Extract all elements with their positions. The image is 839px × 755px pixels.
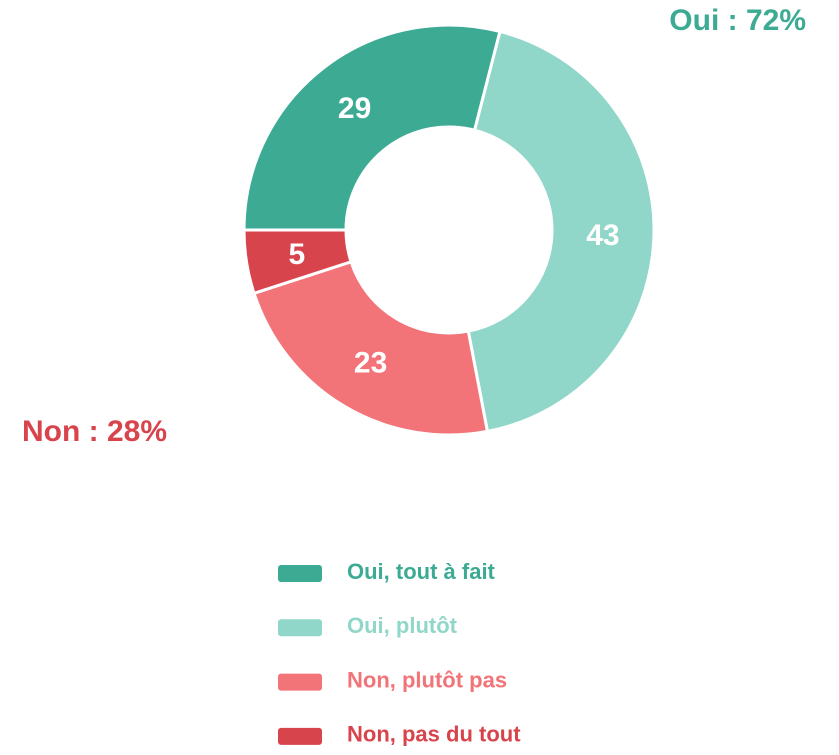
legend-swatch	[278, 619, 322, 637]
data-label: 29	[338, 92, 371, 125]
donut-segment	[242, 228, 353, 296]
legend-label: Non, plutôt pas	[347, 667, 507, 692]
legend-label: Non, pas du tout	[347, 722, 521, 747]
legend-swatch	[278, 673, 322, 691]
donut-segment	[466, 29, 656, 434]
donut-segment	[252, 259, 490, 437]
data-label: 23	[354, 346, 387, 379]
legend-swatch	[278, 727, 322, 745]
legend-label: Oui, plutôt	[347, 613, 458, 638]
legend-swatch	[278, 565, 322, 582]
data-label: 5	[289, 238, 306, 271]
annotation: Non : 28%	[22, 415, 167, 448]
legend-label: Oui, tout à fait	[347, 559, 496, 584]
donut-segment	[242, 23, 502, 232]
data-label: 43	[586, 219, 619, 252]
annotation: Oui : 72%	[669, 4, 806, 37]
